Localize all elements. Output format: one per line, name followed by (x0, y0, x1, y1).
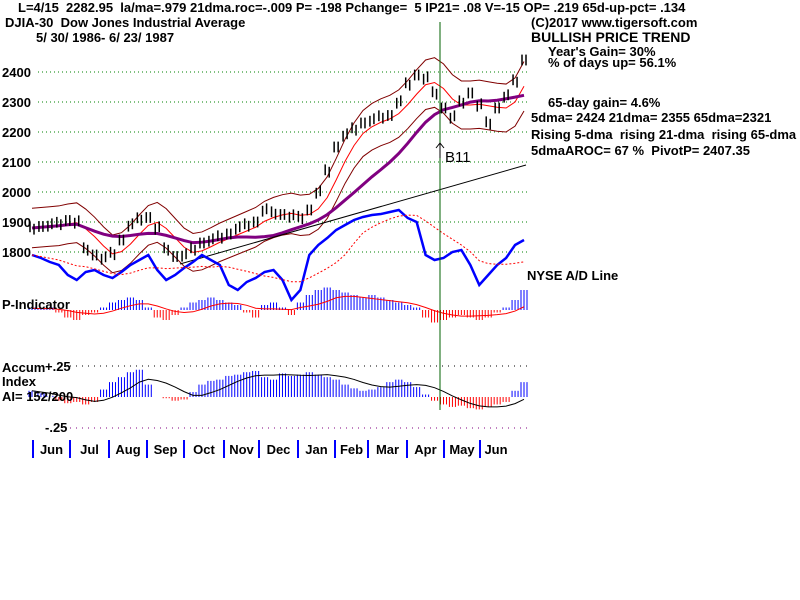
chart-title: DJIA-30 Dow Jones Industrial Average (5, 15, 246, 30)
ad-ma (31, 214, 525, 283)
month-label: Jul (80, 442, 99, 457)
accum-label: Accum (2, 360, 46, 375)
month-label: Dec (267, 442, 291, 457)
trend-line (179, 164, 527, 265)
price-tick-label: 2400 (2, 65, 31, 80)
month-label: Jun (484, 442, 507, 457)
month-label: Jun (40, 442, 63, 457)
price-tick-label: 2000 (2, 185, 31, 200)
days-up: % of days up= 56.1% (548, 55, 677, 70)
signal-arrow-icon (435, 142, 445, 158)
ad-line (31, 208, 525, 303)
p-indicator-label: P-Indicator (2, 297, 70, 312)
stats-line: L=4/15 2282.95 la/ma=.979 21dma.roc=-.00… (18, 0, 686, 15)
date-range: 5/ 30/ 1986- 6/ 23/ 1987 (36, 30, 175, 45)
month-label: Jan (305, 442, 327, 457)
signal-label: B11 (445, 149, 471, 166)
month-label: Apr (414, 442, 436, 457)
gain-65: 65-day gain= 4.6% (548, 95, 661, 110)
p-indicator-ma (31, 295, 525, 317)
price-tick-label: 2300 (2, 95, 31, 110)
price-tick-label: 1900 (2, 215, 31, 230)
trend-label: BULLISH PRICE TREND (531, 29, 691, 45)
ma-values: 5dma= 2424 21dma= 2355 65dma=2321 (531, 110, 772, 125)
month-label: Oct (193, 442, 215, 457)
ma-trend: Rising 5-dma rising 21-dma rising 65-dma (531, 127, 797, 142)
aroc: 5dmaAROC= 67 % PivotP= 2407.35 (531, 143, 750, 158)
copyright: (C)2017 www.tigersoft.com (531, 15, 698, 30)
month-label: May (449, 442, 475, 457)
upper-band (31, 57, 525, 236)
month-label: Mar (376, 442, 399, 457)
accum-top-tick: +.25 (45, 359, 71, 374)
price-tick-label: 1800 (2, 245, 31, 260)
month-label: Sep (154, 442, 178, 457)
year-gain: Year's Gain= 30% (548, 44, 656, 59)
ad-line-label: NYSE A/D Line (527, 268, 619, 283)
accum-ma (31, 374, 525, 408)
price-tick-label: 2200 (2, 125, 31, 140)
month-label: Aug (115, 442, 140, 457)
month-label: Nov (229, 442, 254, 457)
index-label: Index (2, 374, 36, 389)
price-tick-label: 2100 (2, 155, 31, 170)
ai-label: AI= 152/200 (2, 389, 74, 404)
month-label: Feb (340, 442, 363, 457)
accum-bottom-tick: -.25 (45, 420, 68, 435)
